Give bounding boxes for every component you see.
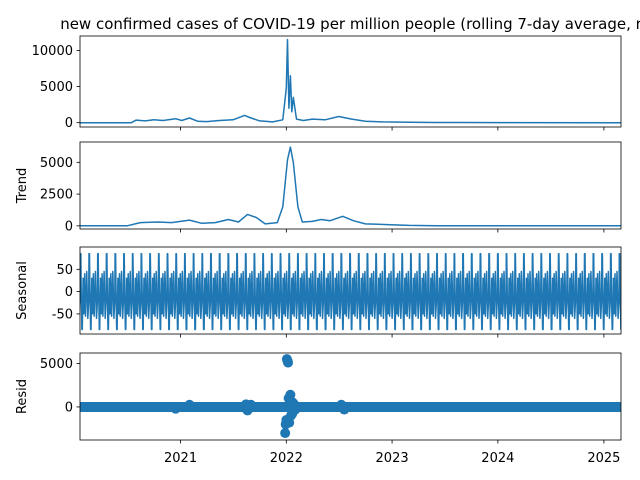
plot-area: [80, 252, 621, 331]
resid-point: [339, 404, 350, 415]
x-tick-label: 2024: [481, 451, 514, 466]
y-tick-label: 5000: [40, 357, 73, 372]
x-tick-label: 2022: [270, 451, 303, 466]
series-line-observed: [80, 38, 621, 124]
y-axis-label: Seasonal: [15, 261, 30, 320]
chart-title: new confirmed cases of COVID-19 per mill…: [60, 15, 640, 33]
series-line-seasonal: [80, 252, 621, 331]
panel-frame: [79, 246, 622, 335]
x-tick-label: 2023: [376, 451, 409, 466]
panel-trend: 0 2500 5000 Trend: [15, 141, 622, 234]
y-tick-label: 5000: [40, 156, 73, 171]
plot-area: [80, 38, 621, 124]
y-tick-label: 0: [65, 219, 73, 234]
panel-frame: [79, 35, 622, 128]
y-tick-label: 0: [65, 116, 73, 131]
resid-point: [245, 399, 256, 410]
y-axis-label: Trend: [15, 168, 30, 205]
panels: 0 5000 10000 0 2500 5000 Trend -50 0 50 Seasonal 0 5…: [15, 35, 622, 466]
resid-point: [290, 404, 301, 415]
y-tick-label: 0: [65, 400, 73, 415]
series-line-trend: [80, 146, 621, 227]
y-tick-label: 10000: [32, 44, 73, 59]
panel-frame: [79, 141, 622, 230]
y-axis-label: Resid: [15, 379, 30, 414]
panel-observed: 0 5000 10000: [32, 35, 622, 131]
panel-seasonal: -50 0 50 Seasonal: [15, 246, 622, 338]
y-tick-label: 5000: [40, 80, 73, 95]
plot-area: [80, 146, 621, 227]
plot-area: [80, 354, 621, 439]
resid-point: [184, 399, 195, 410]
resid-point: [170, 403, 181, 414]
panel-resid: 0 5000 2021 2022 2023 2024 2025 Resid: [15, 352, 622, 466]
y-tick-label: -50: [52, 307, 73, 322]
resid-point: [280, 428, 291, 439]
x-tick-label: 2021: [164, 451, 197, 466]
y-tick-label: 2500: [40, 188, 73, 203]
y-tick-label: 0: [65, 285, 73, 300]
resid-point: [283, 357, 294, 368]
x-tick-label: 2025: [587, 451, 620, 466]
panel-frame: [79, 352, 622, 441]
y-tick-label: 50: [56, 263, 73, 278]
